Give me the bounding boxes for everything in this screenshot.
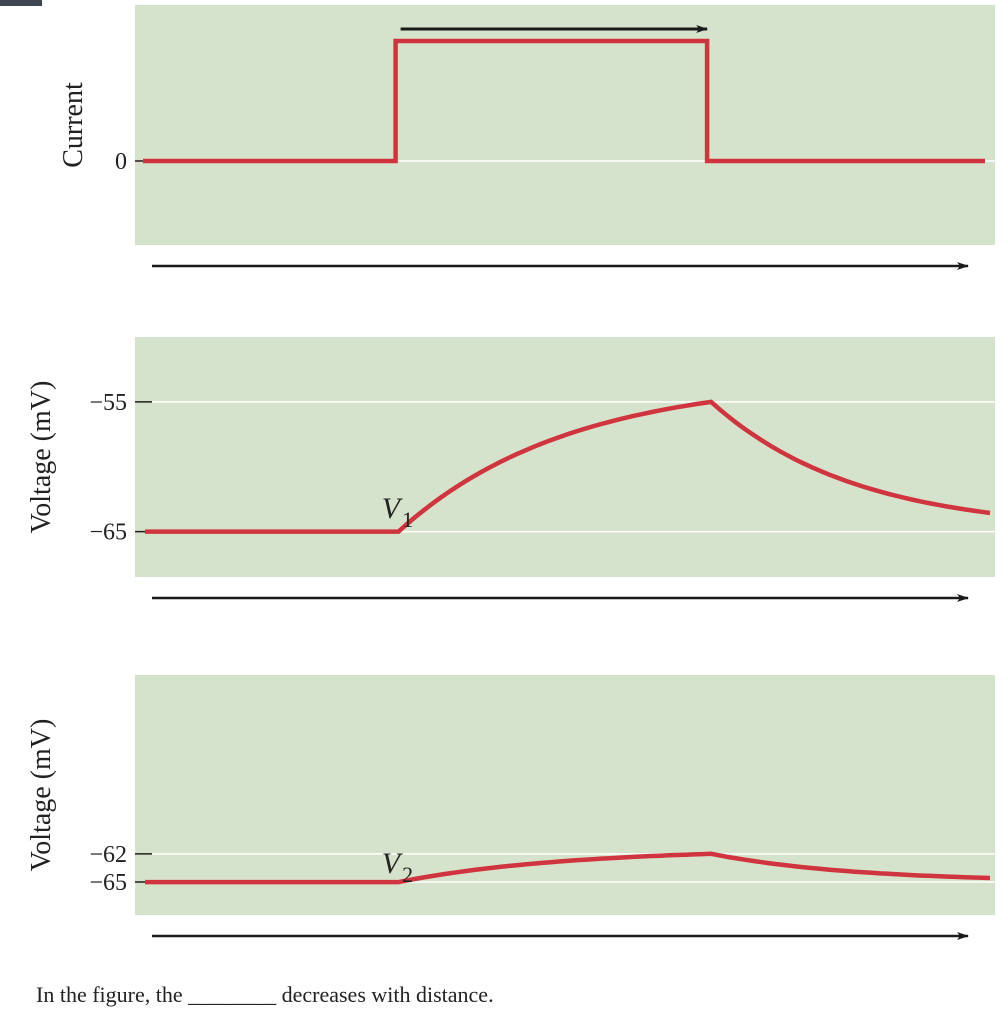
- y-axis-title: Voltage (mV): [26, 381, 57, 534]
- question-after: decreases with distance.: [281, 982, 494, 1007]
- panel-background: [135, 5, 995, 245]
- corner-tab: [0, 0, 42, 6]
- y-tick-label: 0: [115, 149, 127, 175]
- y-tick-label: −62: [89, 842, 127, 868]
- y-tick-label: −55: [89, 390, 127, 416]
- y-axis-title: Current: [58, 82, 89, 168]
- trace-V1: [145, 399, 991, 534]
- trace-V2: [145, 851, 991, 885]
- y-axis-title: Voltage (mV): [26, 719, 57, 872]
- question-text: In the figure, the ________ decreases wi…: [36, 982, 494, 1008]
- panel-background: [135, 337, 995, 577]
- question-before: In the figure, the: [36, 982, 183, 1007]
- panel-1: 0 Current: [58, 5, 995, 245]
- y-tick-label: −65: [89, 520, 127, 546]
- y-tick-label: −65: [89, 870, 127, 896]
- question-blank: ________: [188, 982, 277, 1007]
- panel-background: [135, 675, 995, 915]
- trace-current: [143, 38, 985, 164]
